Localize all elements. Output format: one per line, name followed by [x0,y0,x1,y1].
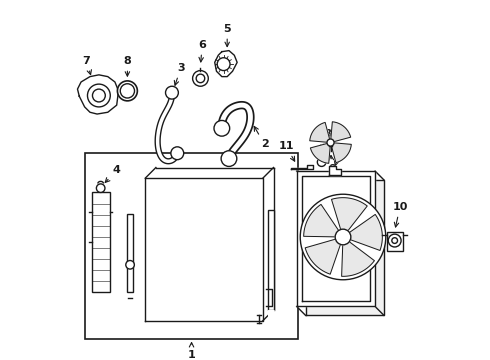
Polygon shape [329,166,341,175]
Polygon shape [350,215,382,251]
Bar [85,153,298,338]
Circle shape [217,58,230,71]
Circle shape [335,229,351,245]
Circle shape [118,81,137,101]
Circle shape [221,151,237,166]
Circle shape [97,184,105,193]
Polygon shape [215,51,237,77]
Circle shape [388,234,401,247]
Bar [127,214,133,292]
Text: 12: 12 [332,147,347,166]
Text: 2: 2 [254,126,269,149]
Circle shape [327,139,334,146]
Polygon shape [332,198,367,230]
Polygon shape [292,165,313,169]
Text: 6: 6 [198,40,206,62]
Circle shape [193,71,208,86]
Polygon shape [332,143,351,163]
Circle shape [300,194,386,280]
Circle shape [214,121,230,136]
Text: 11: 11 [278,141,294,161]
Polygon shape [310,144,330,163]
Circle shape [196,74,205,83]
Circle shape [88,84,110,107]
Text: 13: 13 [318,129,333,149]
Text: 10: 10 [392,202,408,227]
Bar [92,193,110,292]
Text: 4: 4 [105,165,121,183]
Polygon shape [296,171,375,306]
Text: 5: 5 [223,23,231,46]
Polygon shape [310,122,329,142]
Circle shape [93,89,105,102]
Bar [268,210,273,310]
Polygon shape [304,204,338,237]
Bar [387,231,402,251]
Circle shape [120,84,135,98]
Text: 9: 9 [328,156,336,174]
Text: 7: 7 [82,55,92,75]
Text: 1: 1 [188,343,196,360]
Circle shape [126,261,134,269]
Polygon shape [77,75,119,114]
Polygon shape [342,242,374,276]
Polygon shape [306,180,384,315]
Circle shape [171,147,184,160]
Circle shape [392,238,397,243]
Polygon shape [331,122,351,141]
Text: 8: 8 [123,55,131,76]
Text: 3: 3 [174,63,185,85]
Circle shape [166,86,178,99]
Circle shape [318,158,326,166]
Polygon shape [305,239,340,274]
